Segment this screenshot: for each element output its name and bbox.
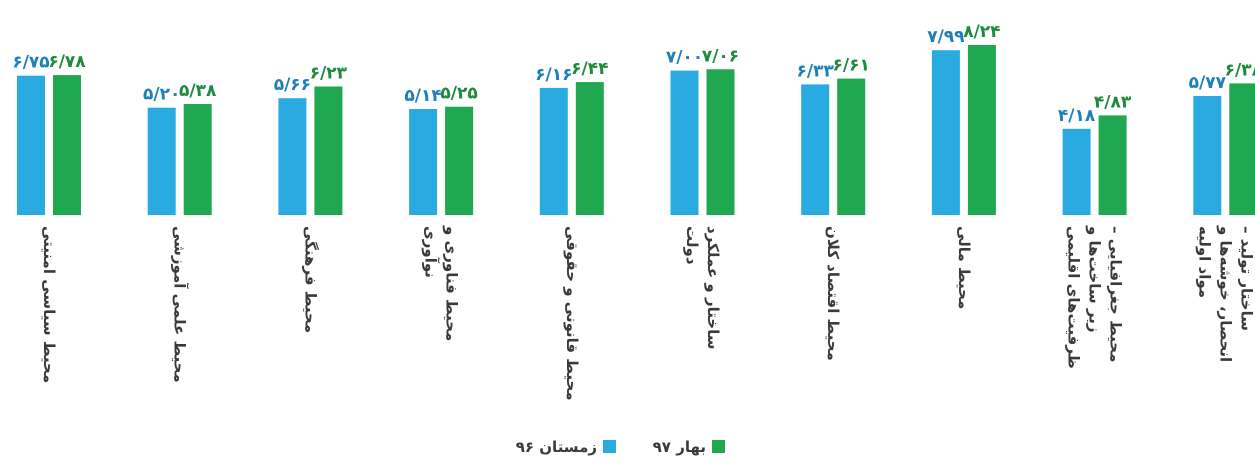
data-label-spring97-9: ۶/۳۸ [1225, 60, 1255, 80]
legend: بهار ۹۷ زمستان ۹۶ [516, 438, 725, 456]
bar-winter96-0 [17, 75, 45, 215]
bar-spring97-8 [1098, 115, 1127, 215]
bar-winter96-6 [801, 84, 830, 216]
data-label-spring97-3: ۵/۲۵ [440, 84, 477, 104]
data-label-winter96-6: ۶/۳۳ [797, 61, 835, 81]
bar-winter96-5 [670, 70, 699, 215]
category-label-line: محیط فناوری و [443, 225, 461, 341]
category-labels-layer: محیط سیاسی امنیتی محیط علمی آموزشی محیط فر… [40, 225, 1255, 401]
category-label-0: محیط سیاسی امنیتی [40, 226, 58, 383]
category-label-7: محیط مالی [955, 226, 973, 309]
category-label-line: محیط قانونی و حقوقی [563, 226, 581, 401]
bar-spring97-9 [1229, 83, 1255, 216]
data-label-winter96-0: ۶/۷۵ [12, 53, 49, 73]
category-label-4: محیط قانونی و حقوقی [563, 226, 581, 401]
bar-winter96-2 [278, 98, 307, 215]
data-labels-layer: ۶/۷۵۶/۷۸ ۵/۲۰۵/۳۸ ۵/۶۶۶/۲۳ ۵/۱۴۵/۲۵ ۶/۱۶۶/۴۴… [12, 22, 1255, 126]
category-label-6: محیط اقتصاد کلان [824, 226, 842, 361]
legend-swatch-winter96 [603, 440, 616, 453]
category-label-line: ساختار و عملکرد [704, 226, 722, 350]
category-label-line: نوآوری [422, 226, 440, 278]
category-label-line: محیط مالی [955, 226, 973, 309]
data-label-winter96-8: ۴/۱۸ [1058, 106, 1096, 126]
category-label-line: محیط فرهنگی [301, 226, 319, 333]
data-label-winter96-1: ۵/۲۰ [143, 85, 180, 105]
category-label-line: محیط اقتصاد کلان [824, 226, 842, 361]
data-label-spring97-4: ۶/۴۴ [571, 59, 608, 79]
bar-spring97-4 [575, 82, 604, 215]
bar-spring97-1 [183, 104, 212, 215]
bar-winter96-1 [147, 107, 176, 215]
category-label-line: محیط علمی آموزشی [171, 226, 189, 383]
category-label-line: زیر ساخت‌ها و [1086, 225, 1104, 332]
data-label-winter96-2: ۵/۶۶ [274, 75, 311, 95]
data-label-spring97-8: ۴/۸۳ [1094, 92, 1132, 112]
bar-spring97-7 [967, 45, 996, 215]
bar-winter96-8 [1062, 128, 1091, 215]
bars-layer [17, 45, 1255, 216]
bar-spring97-0 [53, 75, 81, 215]
bar-spring97-2 [314, 86, 343, 215]
category-label-line: محیط سیاسی امنیتی [40, 226, 58, 383]
data-label-winter96-9: ۵/۷۷ [1189, 73, 1227, 93]
category-label-1: محیط علمی آموزشی [171, 226, 189, 383]
category-label-line: ساختار تولید – [1237, 226, 1255, 331]
data-label-winter96-3: ۵/۱۴ [404, 86, 441, 106]
bar-winter96-3 [409, 109, 438, 215]
data-label-spring97-5: ۷/۰۶ [702, 46, 739, 66]
data-label-spring97-0: ۶/۷۸ [48, 52, 86, 72]
data-label-winter96-5: ۷/۰۰ [666, 48, 703, 68]
bar-spring97-5 [706, 69, 735, 215]
category-label-line: مواد اولیه [1195, 226, 1213, 298]
legend-swatch-spring97 [712, 440, 725, 453]
category-label-line: انحصار، خوشه‌ها و [1216, 225, 1234, 362]
bar-spring97-6 [837, 78, 866, 215]
category-label-line: ظرفیت‌های اقلیمی [1065, 226, 1083, 369]
category-label-2: محیط فرهنگی [301, 226, 319, 333]
legend-label-winter96: زمستان ۹۶ [516, 438, 597, 456]
bar-winter96-4 [539, 87, 568, 215]
legend-label-spring97: بهار ۹۷ [653, 438, 706, 456]
category-label-line: دولت [683, 226, 701, 265]
data-label-winter96-4: ۶/۱۶ [535, 65, 572, 85]
bar-spring97-3 [445, 106, 474, 215]
bar-winter96-7 [931, 50, 960, 216]
data-label-spring97-6: ۶/۶۱ [833, 56, 870, 76]
data-label-spring97-2: ۶/۲۳ [310, 64, 348, 84]
category-label-line: محیط جغرافیایی – [1107, 226, 1125, 362]
data-label-winter96-7: ۷/۹۹ [927, 27, 965, 47]
data-label-spring97-1: ۵/۳۸ [179, 81, 217, 101]
bar-winter96-9 [1193, 96, 1222, 215]
data-label-spring97-7: ۸/۲۴ [963, 22, 1000, 42]
